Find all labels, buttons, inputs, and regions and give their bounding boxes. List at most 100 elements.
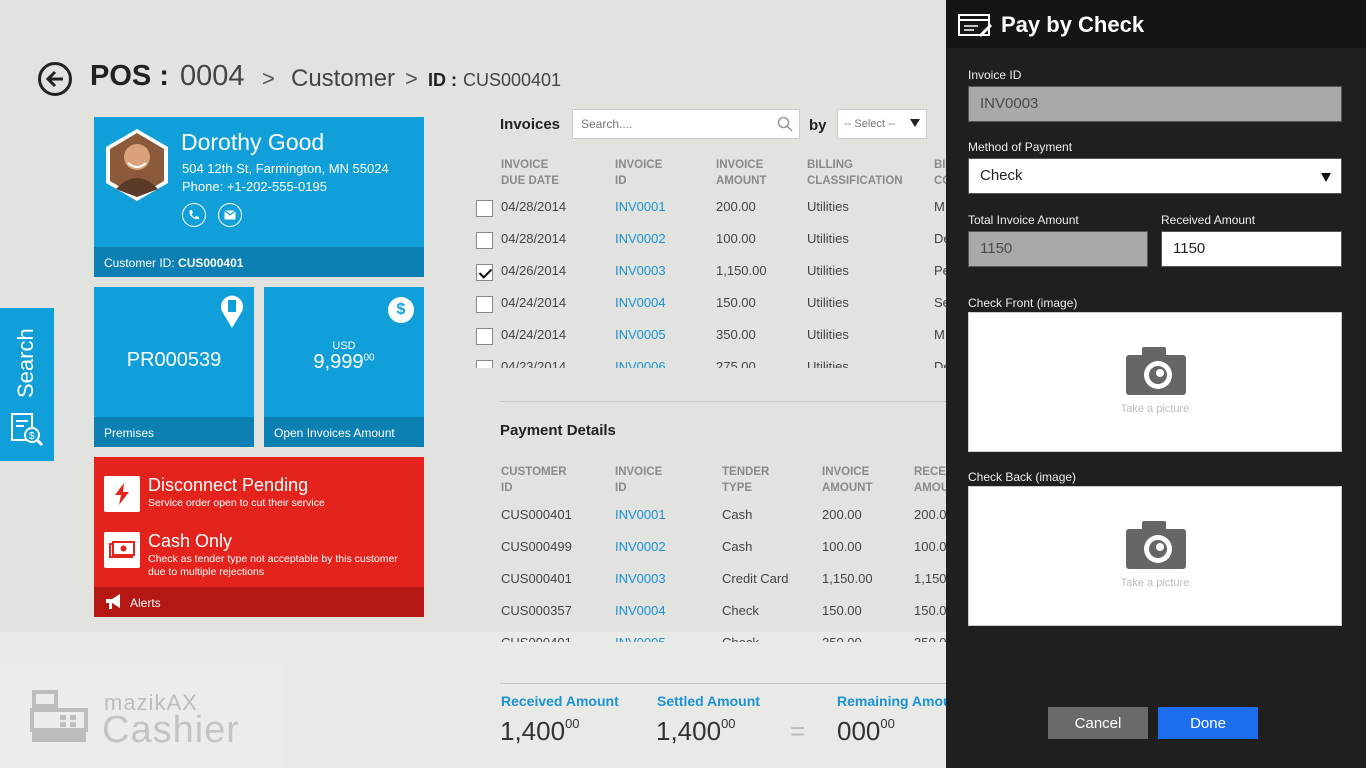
payment-column-header[interactable]: RECEI AMOU bbox=[914, 466, 946, 494]
equals-sign: = bbox=[790, 716, 806, 746]
payment-cell-recv: 200.00 bbox=[914, 507, 946, 522]
cancel-button[interactable]: Cancel bbox=[1048, 707, 1148, 739]
invoice-cell-class: Utilities bbox=[807, 263, 849, 278]
invoice-id-link[interactable]: INV0003 bbox=[615, 263, 666, 278]
payment-invoice-link[interactable]: INV0001 bbox=[615, 507, 666, 522]
divider bbox=[500, 683, 946, 684]
payment-column-header[interactable]: INVOICE AMOUNT bbox=[822, 466, 873, 494]
premises-tile[interactable]: PR000539 Premises bbox=[94, 287, 254, 447]
search-side-tab[interactable]: Search $ bbox=[0, 308, 54, 461]
invoice-cell-date: 04/28/2014 bbox=[501, 231, 567, 246]
invoice-row-checkbox[interactable] bbox=[476, 232, 493, 249]
remaining-amount-number: 000 bbox=[837, 716, 881, 746]
invoice-cell-amount: 350.00 bbox=[716, 327, 756, 342]
invoice-search-box[interactable] bbox=[572, 109, 800, 139]
payment-column-header[interactable]: TENDER TYPE bbox=[722, 466, 770, 494]
payment-cell-amount: 1,150.00 bbox=[822, 571, 873, 586]
email-icon[interactable] bbox=[218, 203, 242, 227]
payment-cell-cust: CUS000401 bbox=[501, 507, 572, 522]
received-amount-number: 1,400 bbox=[500, 716, 566, 746]
back-button[interactable] bbox=[38, 62, 72, 96]
invoice-column-header[interactable]: INVOICE AMOUNT bbox=[716, 159, 767, 187]
payment-table: CUSTOMER ID INVOICE ID TENDER TYPE INVOICE AMOU… bbox=[470, 460, 946, 642]
total-invoice-amount-field: 1150 bbox=[968, 231, 1148, 267]
check-front-label: Check Front (image) bbox=[968, 296, 1078, 310]
invoice-id-link[interactable]: INV0004 bbox=[615, 295, 666, 310]
method-of-payment-select[interactable]: Check bbox=[968, 158, 1342, 194]
done-button[interactable]: Done bbox=[1158, 707, 1258, 739]
search-tab-label: Search bbox=[13, 328, 38, 398]
invoice-cell-extra: De bbox=[934, 359, 946, 368]
invoice-row-checkbox[interactable] bbox=[476, 264, 493, 281]
payment-cell-amount: 150.00 bbox=[822, 603, 862, 618]
payment-cell-amount: 350.00 bbox=[822, 635, 862, 642]
payment-cell-recv: 100.00 bbox=[914, 539, 946, 554]
received-amount-label: Received Amount bbox=[501, 693, 619, 709]
invoice-row-checkbox[interactable] bbox=[476, 200, 493, 217]
payment-cell-cust: CUS000499 bbox=[501, 539, 572, 554]
invoice-row-checkbox[interactable] bbox=[476, 296, 493, 313]
customer-id-footer: Customer ID: CUS000401 bbox=[94, 247, 424, 277]
invoice-id-link[interactable]: INV0002 bbox=[615, 231, 666, 246]
payment-cell-cust: CUS000401 bbox=[501, 635, 572, 642]
disconnect-subtitle: Service order open to cut their service bbox=[148, 497, 325, 509]
invoice-search-input[interactable] bbox=[573, 110, 763, 138]
payment-invoice-link[interactable]: INV0003 bbox=[615, 571, 666, 586]
invoice-id-field: INV0003 bbox=[968, 86, 1342, 122]
main-area: POS : 0004 > Customer > ID : CUS000401 D… bbox=[0, 0, 946, 768]
invoice-row-checkbox[interactable] bbox=[476, 328, 493, 345]
method-of-payment-label: Method of Payment bbox=[968, 140, 1073, 154]
take-picture-hint: Take a picture bbox=[1120, 403, 1190, 415]
customer-id-value: CUS000401 bbox=[178, 256, 244, 270]
invoice-cell-amount: 1,150.00 bbox=[716, 263, 767, 278]
invoice-cell-date: 04/28/2014 bbox=[501, 199, 567, 214]
customer-tile[interactable]: Dorothy Good 504 12th St, Farmington, MN… bbox=[94, 117, 424, 277]
invoice-cell-date: 04/26/2014 bbox=[501, 263, 567, 278]
invoice-row-checkbox[interactable] bbox=[476, 360, 493, 368]
method-of-payment-value: Check bbox=[980, 167, 1023, 184]
invoice-id-link[interactable]: INV0006 bbox=[615, 359, 666, 368]
payment-column-header[interactable]: INVOICE ID bbox=[615, 466, 663, 494]
check-back-image-box[interactable]: Take a picture bbox=[968, 486, 1342, 626]
remaining-amount-cents: 00 bbox=[880, 716, 895, 731]
payment-invoice-link[interactable]: INV0005 bbox=[615, 635, 666, 642]
invoice-id-link[interactable]: INV0005 bbox=[615, 327, 666, 342]
phone-icon[interactable] bbox=[182, 203, 206, 227]
payment-column-header[interactable]: CUSTOMER ID bbox=[501, 466, 567, 494]
svg-text:$: $ bbox=[29, 431, 35, 442]
bottom-band bbox=[0, 632, 946, 768]
filter-select[interactable]: -- Select -- bbox=[837, 109, 927, 139]
brand-top: mazikAX bbox=[104, 690, 198, 715]
invoice-cell-amount: 150.00 bbox=[716, 295, 756, 310]
payment-invoice-link[interactable]: INV0004 bbox=[615, 603, 666, 618]
alerts-tile[interactable]: Disconnect Pending Service order open to… bbox=[94, 457, 424, 617]
cash-only-title: Cash Only bbox=[148, 531, 233, 551]
breadcrumb-customer[interactable]: Customer bbox=[291, 65, 396, 92]
customer-id-label: Customer ID: bbox=[104, 256, 175, 270]
invoice-cell-amount: 275.00 bbox=[716, 359, 756, 368]
remaining-amount-label: Remaining Amount bbox=[837, 693, 946, 709]
invoices-title: Invoices bbox=[500, 116, 561, 133]
open-invoices-tile[interactable]: $ USD 9,99900 Open Invoices Amount bbox=[264, 287, 424, 447]
customer-phone: Phone: +1-202-555-0195 bbox=[182, 179, 327, 194]
invoice-column-header[interactable]: BICO bbox=[934, 159, 946, 187]
megaphone-icon bbox=[106, 594, 120, 609]
open-invoices-amount: 9,99900 bbox=[264, 351, 424, 374]
received-amount-field[interactable]: 1150 bbox=[1161, 231, 1342, 267]
customer-name: Dorothy Good bbox=[181, 129, 325, 155]
location-pin-icon bbox=[221, 295, 243, 328]
invoice-column-header[interactable]: INVOICE DUE DATE bbox=[501, 159, 559, 187]
premises-label: Premises bbox=[94, 417, 254, 447]
payment-invoice-link[interactable]: INV0002 bbox=[615, 539, 666, 554]
invoice-cell-class: Utilities bbox=[807, 231, 849, 246]
check-front-image-box[interactable]: Take a picture bbox=[968, 312, 1342, 452]
search-icon[interactable] bbox=[777, 116, 793, 132]
invoice-column-header[interactable]: BILLING CLASSIFICATION bbox=[807, 159, 903, 187]
dollar-icon: $ bbox=[388, 297, 414, 323]
check-back-label: Check Back (image) bbox=[968, 470, 1077, 484]
invoice-column-header[interactable]: INVOICE ID bbox=[615, 159, 663, 187]
customer-address: 504 12th St, Farmington, MN 55024 bbox=[182, 161, 389, 176]
lightning-icon bbox=[104, 476, 140, 512]
invoice-id-link[interactable]: INV0001 bbox=[615, 199, 666, 214]
open-invoices-amount-value: 9,999 bbox=[313, 351, 364, 373]
